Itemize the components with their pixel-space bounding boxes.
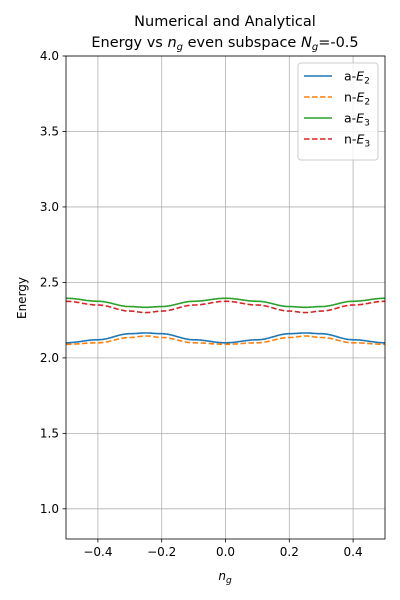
chart-title-line1: Numerical and Analytical	[134, 14, 316, 30]
title-var: n	[167, 35, 176, 51]
legend-label-prefix: a-	[344, 69, 356, 84]
legend-label: n-E2	[344, 90, 370, 108]
title-sub2: g	[312, 42, 318, 53]
axes-layer: −0.4 −0.2 0.0 0.2 0.4 1.0 1.5 2.0 2.5 3.0 3.5 4.0	[40, 49, 386, 559]
legend-frame	[297, 62, 379, 161]
legend-label-prefix: n-	[344, 132, 356, 147]
y-tick-label: 1.5	[40, 426, 59, 440]
series-line-n-e2	[66, 335, 385, 346]
x-tick-label: 0.4	[344, 545, 363, 559]
legend-label: a-E2	[344, 69, 370, 87]
y-axis-label: Energy	[15, 277, 29, 319]
title-suffix: =-0.5	[318, 35, 358, 51]
series-line-n-e3	[66, 300, 385, 314]
y-tick-label: 4.0	[40, 49, 59, 63]
x-axis-label-var: n	[218, 569, 226, 583]
x-axis-label: ng	[218, 569, 232, 586]
legend-label: n-E3	[344, 132, 370, 150]
title-mid: even subspace	[183, 35, 301, 51]
legend-label: a-E3	[344, 111, 370, 129]
title-var2: N	[301, 35, 312, 51]
legend-label-sub: 3	[364, 140, 370, 150]
x-tick-label: −0.4	[83, 545, 112, 559]
legend-label-sub: 2	[364, 77, 370, 87]
y-tick-label: 2.0	[40, 351, 59, 365]
x-tick-label: 0.2	[280, 545, 299, 559]
x-tick-label: 0.0	[216, 545, 235, 559]
y-tick-label: 1.0	[40, 502, 59, 516]
legend-label-var: E	[356, 132, 364, 147]
y-tick-label: 3.5	[40, 124, 59, 138]
legend-label-prefix: n-	[344, 90, 356, 105]
legend-label-var: E	[356, 69, 364, 84]
chart-title-line2: Energy vs ng even subspace Ng=-0.5	[91, 35, 358, 53]
legend-label-var: E	[356, 111, 364, 126]
title-sub: g	[177, 42, 183, 53]
title-prefix: Energy vs	[91, 35, 167, 51]
series-line-a-e3	[66, 297, 385, 309]
legend-label-sub: 3	[364, 119, 370, 129]
y-tick-label: 3.0	[40, 200, 59, 214]
y-tick-label: 2.5	[40, 275, 59, 289]
legend-label-sub: 2	[364, 98, 370, 108]
series-layer	[66, 297, 385, 346]
x-tick-label: −0.2	[147, 545, 176, 559]
series-line-a-e2	[66, 332, 385, 344]
legend-label-var: E	[356, 90, 364, 105]
legend-label-prefix: a-	[344, 111, 356, 126]
legend: a-E2n-E2a-E3n-E3	[297, 62, 379, 161]
x-axis-label-sub: g	[226, 576, 232, 586]
